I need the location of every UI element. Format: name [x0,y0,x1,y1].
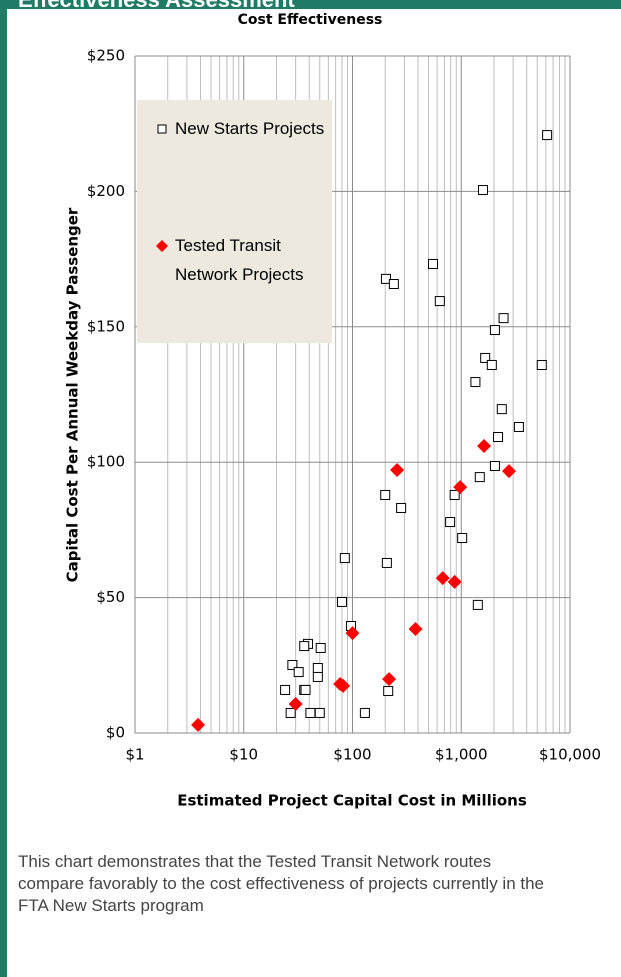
point [435,571,450,586]
chart-title: Cost Effectiveness [238,12,383,28]
point [336,596,347,607]
point [489,460,500,471]
point [449,489,460,500]
point [453,480,468,495]
point [305,707,316,718]
point [336,678,351,693]
point [396,502,407,513]
header-bar: Effectiveness Assessment [0,0,621,9]
point [382,672,397,687]
left-border [0,0,7,977]
point [513,421,524,432]
y-tick-label: $250 [87,47,125,65]
header-title: Effectiveness Assessment [18,0,295,9]
point [315,642,326,653]
point [280,684,291,695]
point [299,641,310,652]
legend: New Starts Projects Tested Transit Netwo… [137,100,332,343]
point [486,359,497,370]
point [474,472,485,483]
point [502,464,517,479]
legend-label: New Starts Projects [175,119,325,138]
point [312,663,323,674]
point [380,273,391,284]
point [445,517,456,528]
x-tick-label: $100 [333,746,371,764]
x-axis-label: Estimated Project Capital Cost in Millio… [177,792,527,810]
legend-label: Tested Transit Network Projects [175,236,304,284]
point [498,313,509,324]
point [434,296,445,307]
point [383,686,394,697]
point [536,359,547,370]
point [312,671,323,682]
point [191,717,206,732]
point [287,660,298,671]
point [542,130,553,141]
point [478,185,489,196]
point [285,707,296,718]
point [457,533,468,544]
y-tick-label: $0 [106,724,125,742]
point [345,626,360,641]
point [314,707,325,718]
point [380,489,391,500]
point [388,279,399,290]
y-tick-label: $50 [96,588,125,606]
point [381,557,392,568]
point [472,599,483,610]
point [339,553,350,564]
x-tick-label: $10,000 [539,746,601,764]
x-tick-label: $1 [125,746,144,764]
point [293,667,304,678]
point [408,622,423,637]
point [470,377,481,388]
point [428,258,439,269]
y-tick-label: $150 [87,317,125,335]
point [480,352,491,363]
point [288,697,303,712]
x-tick-label: $10 [229,746,258,764]
point [447,574,462,589]
point [390,463,405,478]
caption: This chart demonstrates that the Tested … [18,852,545,915]
legend-marker [156,240,168,252]
legend-marker [157,124,167,134]
x-tick-label: $1,000 [435,746,488,764]
y-tick-label: $200 [87,182,125,200]
y-axis-label: Capital Cost Per Annual Weekday Passenge… [64,207,82,582]
point [300,684,311,695]
point [493,432,504,443]
point [496,404,507,415]
point [489,325,500,336]
point [359,707,370,718]
y-tick-label: $100 [87,453,125,471]
point [477,438,492,453]
